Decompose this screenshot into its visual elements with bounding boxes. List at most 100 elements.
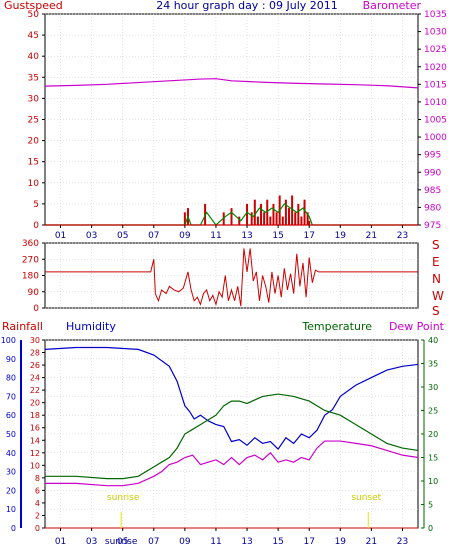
compass-label-s-top: S (432, 238, 440, 252)
x-tick-label: 17 (303, 537, 314, 547)
y2-tick-label: 1030 (424, 28, 447, 38)
y-tick-label: 0 (33, 304, 39, 314)
y-tick-label: 10 (28, 179, 40, 189)
rainfall-tick-label: 4 (35, 499, 40, 508)
humidity-tick-label: 40 (6, 449, 16, 458)
y-tick-label: 360 (22, 239, 39, 249)
rainfall-tick-label: 10 (30, 461, 40, 470)
y-tick-label: 20 (28, 137, 40, 147)
wind-direction-line (45, 248, 418, 307)
page-title: 24 hour graph day : 09 July 2011 (156, 0, 338, 12)
rainfall-tick-label: 14 (30, 436, 40, 445)
y2-tick-label: 1035 (424, 10, 447, 20)
rainfall-tick-label: 26 (30, 361, 40, 370)
compass-label-n: N (432, 272, 441, 286)
panel2-left-ticks: 0 90 180 270 360 (22, 239, 45, 314)
y2-tick-label: 995 (424, 151, 441, 161)
humidity-tick-label: 30 (6, 468, 16, 477)
humidity-axis: 0 10 20 30 40 50 60 70 80 90 100 (1, 336, 16, 533)
rainfall-tick-label: 30 (30, 336, 40, 345)
temperature-tick-label: 40 (428, 336, 438, 345)
rainfall-tick-label: 20 (30, 399, 40, 408)
temperature-tick-label: 15 (428, 454, 438, 463)
x-tick-label: 15 (272, 537, 283, 547)
humidity-tick-label: 70 (6, 392, 16, 401)
rainfall-tick-label: 8 (35, 474, 40, 483)
y2-tick-label: 980 (424, 203, 441, 213)
x-tick-label: 07 (148, 231, 159, 241)
panel3-series (44, 346, 419, 529)
panel3-x-ticks: 01 03 05 07 09 11 13 15 17 19 21 23 (55, 528, 408, 547)
temperature-label: Temperature (301, 320, 372, 333)
humidity-tick-label: 10 (6, 505, 16, 514)
humidity-tick-label: 80 (6, 374, 16, 383)
compass-label-s-bottom: S (432, 304, 440, 318)
x-tick-label: 23 (397, 231, 408, 241)
y2-tick-label: 1025 (424, 45, 447, 55)
x-tick-label: 03 (86, 537, 97, 547)
x-tick-label: 23 (397, 537, 408, 547)
x-tick-label: 19 (335, 231, 347, 241)
panel1-right-ticks: 975 980 985 990 995 1000 1005 1010 1015 1020 1025 1… (418, 10, 447, 231)
y2-tick-label: 1020 (424, 63, 447, 73)
y2-tick-label: 1000 (424, 133, 447, 143)
temperature-tick-label: 10 (428, 477, 438, 486)
x-tick-label: 11 (210, 231, 221, 241)
x-tick-label: 13 (241, 231, 252, 241)
rainfall-tick-label: 12 (30, 449, 40, 458)
temperature-line (45, 393, 419, 480)
panel2-series (45, 248, 418, 307)
rainfall-tick-label: 16 (30, 424, 40, 433)
y2-tick-label: 990 (424, 168, 441, 178)
x-tick-label: 01 (55, 231, 66, 241)
panel2-compass-labels: S E N W S (432, 238, 444, 318)
temperature-tick-label: 5 (428, 501, 433, 510)
x-tick-label: 17 (303, 231, 314, 241)
sun-markers: sunrise sunset (107, 493, 382, 528)
temperature-tick-label: 0 (428, 524, 433, 533)
humidity-label: Humidity (66, 320, 116, 333)
y-tick-label: 15 (28, 158, 39, 168)
x-tick-label: 05 (117, 537, 128, 547)
barometer-line (44, 78, 419, 89)
x-tick-label: 15 (272, 231, 283, 241)
compass-label-w: W (432, 289, 444, 303)
y2-tick-label: 985 (424, 186, 441, 196)
y2-tick-label: 975 (424, 221, 441, 231)
x-tick-label: 21 (366, 231, 377, 241)
temperature-tick-label: 35 (428, 360, 438, 369)
y-tick-label: 40 (28, 52, 40, 62)
rainfall-tick-label: 2 (35, 511, 40, 520)
humidity-tick-label: 50 (6, 430, 16, 439)
x-tick-label: 09 (179, 231, 191, 241)
rainfall-tick-label: 24 (30, 374, 40, 383)
x-tick-label: 03 (86, 231, 97, 241)
x-tick-label: 19 (335, 537, 347, 547)
dewpoint-line (45, 440, 419, 487)
humidity-tick-label: 100 (1, 336, 16, 345)
y-tick-label: 180 (22, 272, 39, 282)
y-tick-label: 30 (28, 94, 40, 104)
temperature-tick-label: 30 (428, 383, 438, 392)
x-tick-label: 21 (366, 537, 377, 547)
rainfall-tick-label: 28 (30, 349, 40, 358)
sunset-label: sunset (351, 493, 381, 503)
x-tick-label: 09 (179, 537, 191, 547)
left-axis-title: Gustspeed (4, 0, 63, 12)
y-tick-label: 50 (28, 10, 40, 20)
panel1-series (44, 78, 419, 226)
humidity-tick-label: 20 (6, 486, 16, 495)
y-tick-label: 270 (22, 255, 39, 265)
sunrise-axis-label: sunrise (105, 537, 138, 547)
y-tick-label: 90 (28, 288, 40, 298)
y2-tick-label: 1005 (424, 116, 447, 126)
y-tick-label: 5 (33, 200, 39, 210)
rainfall-tick-label: 0 (35, 524, 40, 533)
y-tick-label: 0 (33, 221, 39, 231)
right-axis-title: Barometer (363, 0, 422, 12)
x-tick-label: 13 (241, 537, 252, 547)
humidity-line (44, 346, 419, 450)
rainfall-tick-label: 18 (30, 411, 40, 420)
